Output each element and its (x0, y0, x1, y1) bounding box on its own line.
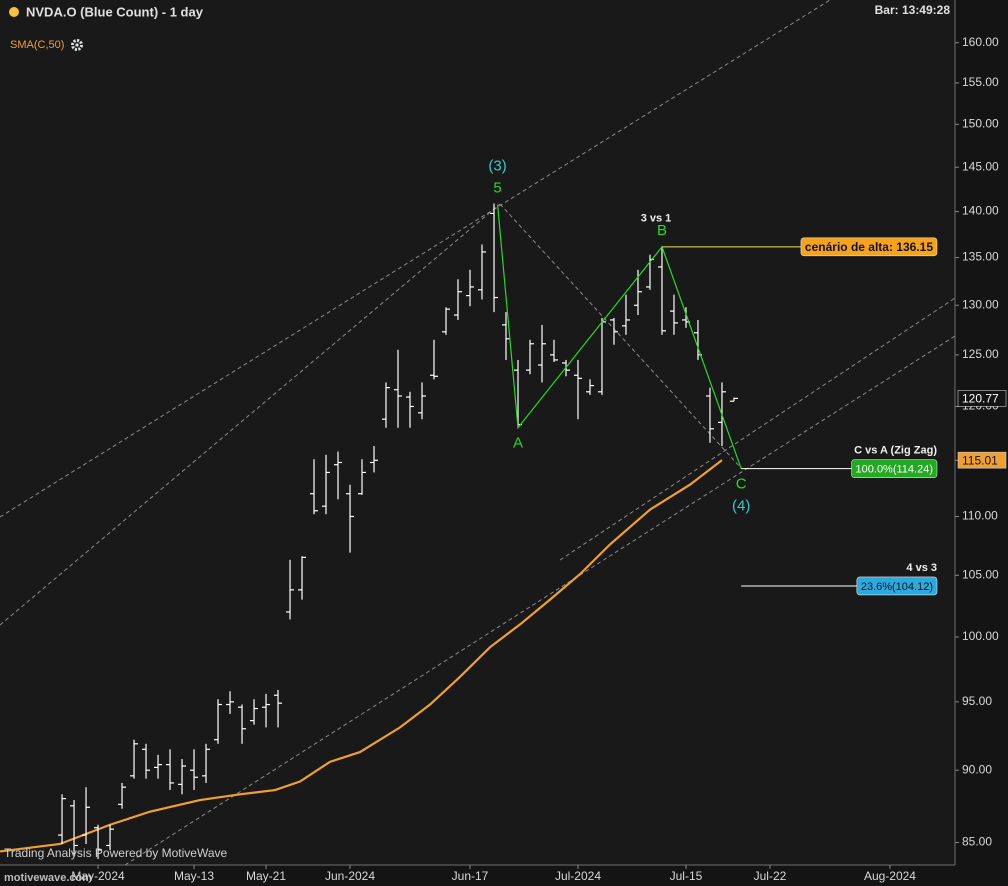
channel-line (0, 0, 831, 518)
channel-line (0, 203, 501, 626)
channel-line (559, 297, 956, 561)
y-tick-label: 90.00 (962, 762, 992, 776)
y-tick-label: 105.00 (962, 567, 999, 581)
x-tick-label: Aug-2024 (864, 869, 916, 883)
level-title: 4 vs 3 (906, 562, 937, 574)
plot-area (0, 0, 955, 865)
price-marker (957, 390, 1007, 407)
y-tick-label: 135.00 (962, 250, 999, 264)
x-tick-label: May-2024 (71, 869, 125, 883)
indicator-label: SMA(C,50) (10, 39, 64, 51)
x-tick-label: Jul-22 (754, 869, 787, 883)
y-tick-label: 150.00 (962, 117, 999, 131)
symbol-dot (9, 7, 19, 17)
sma-line (0, 459, 723, 853)
y-tick-label: 95.00 (962, 694, 992, 708)
bar-time: Bar: 13:49:28 (875, 3, 951, 17)
level-title: 3 vs 1 (641, 213, 672, 225)
wave-label: A (513, 435, 523, 452)
wave-line (497, 204, 742, 469)
y-tick-label: 100.00 (962, 629, 999, 643)
price-marker-label: 115.01 (962, 453, 998, 467)
x-tick-label: Jul-15 (670, 869, 703, 883)
level-title: C vs A (Zig Zag) (854, 445, 937, 457)
wave-label: C (736, 476, 747, 493)
x-tick-label: Jul-2024 (555, 869, 601, 883)
wave-label: 5 (493, 180, 501, 197)
level-label: 100.0%(114.24) (856, 464, 933, 476)
channel-lines (0, 0, 956, 866)
chart-title: NVDA.O (Blue Count) - 1 day (26, 4, 204, 19)
wave-label: B (657, 222, 667, 239)
y-tick-label: 110.00 (962, 509, 998, 523)
y-tick-label: 85.00 (962, 835, 992, 849)
site: motivewave.com (4, 872, 92, 884)
y-tick-label: 140.00 (962, 204, 999, 218)
price-marker-label: 120.77 (962, 392, 999, 406)
level-label: 23.6%(104.12) (861, 581, 933, 593)
price-marker (957, 451, 1007, 469)
watermark: Trading Analysis Powered by MotiveWave (4, 846, 228, 860)
marks: 5 (3) A B C (4) cenário de alta: 136.15 3 vs 1 1… (0, 158, 937, 859)
x-tick-label: May-21 (246, 869, 286, 883)
x-tick-label: May-13 (174, 869, 214, 883)
y-tick-label: 160.00 (962, 35, 999, 49)
level-label: cenário de alta: 136.15 (805, 240, 933, 254)
channel-line (499, 203, 742, 469)
settings-icon[interactable] (71, 39, 83, 51)
wave-degree-label: (4) (732, 498, 750, 515)
y-tick-label: 145.00 (962, 159, 999, 173)
y-tick-label: 125.00 (962, 347, 999, 361)
x-tick-label: Jun-17 (452, 869, 489, 883)
wave-degree-label: (3) (488, 158, 506, 175)
y-tick-label: 130.00 (962, 297, 999, 311)
channel-line (124, 335, 956, 866)
y-tick-label: 155.00 (962, 75, 999, 89)
x-tick-label: Jun-2024 (325, 869, 375, 883)
